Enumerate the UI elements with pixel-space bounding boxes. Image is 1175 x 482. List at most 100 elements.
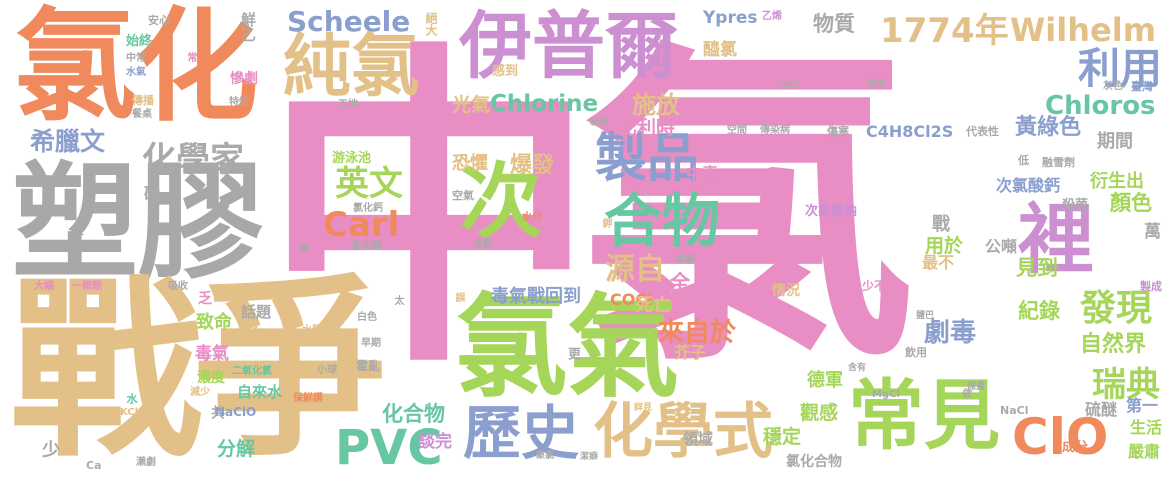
word-lingyu: 領域 bbox=[683, 430, 714, 448]
word-cacl: CaCl bbox=[776, 80, 799, 90]
word-yikeke: 一顆顆 bbox=[72, 281, 102, 292]
word-zhizaoshang: 製成 bbox=[1140, 280, 1162, 293]
word-carl: Carl bbox=[323, 205, 400, 245]
word-tanwan: 談完 bbox=[418, 432, 452, 452]
word-ciluosuanna: 次氯酸鈉 bbox=[805, 204, 858, 219]
word-ca: Ca bbox=[86, 459, 102, 472]
word-tai: 太 bbox=[392, 295, 403, 305]
word-scheele: Scheele bbox=[287, 5, 411, 38]
word-xilawen: 希臘文 bbox=[30, 127, 106, 156]
word-baoxianmo: 保鮮膜 bbox=[293, 393, 323, 404]
word-wuzhi: 物質 bbox=[813, 12, 855, 36]
word-changqi: 常 bbox=[185, 52, 196, 62]
word-anxin: 安心 bbox=[148, 14, 170, 27]
word-huaxuejia: 化學家 bbox=[142, 140, 244, 180]
word-tan: 碳 bbox=[141, 185, 160, 201]
word-huise: 灰色 bbox=[1103, 81, 1123, 92]
word-luhuana: 氯化鈉 bbox=[352, 241, 382, 252]
word-weiliang: 微量 bbox=[967, 382, 986, 392]
word-geng: 更 bbox=[565, 347, 580, 360]
word-huati: 話題 bbox=[241, 303, 272, 321]
word-jiesheng: 潔癖 bbox=[580, 452, 599, 462]
word-zhong: 中毒 bbox=[686, 164, 719, 183]
word-zang: 藏 bbox=[298, 243, 308, 252]
word-diyi: 第一 bbox=[1126, 396, 1159, 415]
word-shenghuo: 生活 bbox=[1130, 418, 1163, 437]
word-hezi: 盒子 bbox=[237, 325, 259, 338]
word-huaxueshi: 化學式 bbox=[593, 397, 773, 467]
word-nongdu: 濃度 bbox=[197, 370, 225, 386]
word-youyongchi: 游泳池 bbox=[332, 151, 372, 166]
word-liyong: 利用 bbox=[1078, 44, 1163, 93]
word-huahewu: 化合物 bbox=[382, 402, 445, 426]
word-heshi: 合物 bbox=[604, 187, 721, 255]
word-baise: 白色 bbox=[357, 312, 377, 323]
word-dejun: 德軍 bbox=[807, 370, 843, 391]
word-chlorine: Chlorine bbox=[490, 91, 599, 117]
word-luqi: 氯氣 bbox=[455, 283, 679, 413]
word-zuibu: 最不 bbox=[922, 253, 955, 272]
word-gong: 共 bbox=[209, 405, 225, 419]
word-shizhong: 始終 bbox=[126, 34, 153, 49]
word-erlu: 二氧化氯 bbox=[232, 366, 272, 377]
word-ruidian: 瑞典 bbox=[1092, 365, 1160, 405]
word-guangan: 觀感 bbox=[800, 402, 839, 424]
word-zuo: 做 bbox=[960, 388, 971, 398]
word-mimi: 秘密 bbox=[590, 118, 609, 128]
word-c4h8: C4H8Cl2S bbox=[866, 122, 954, 141]
word-bilishi: 比利時 bbox=[618, 117, 676, 139]
word-yingwen: 英文 bbox=[335, 164, 403, 204]
word-kcl: KCl bbox=[120, 407, 139, 418]
word-yi2: 乏 bbox=[198, 291, 212, 307]
word-chuanranbing: 傳染病 bbox=[760, 125, 790, 136]
word-shuifen: 水分 bbox=[522, 212, 542, 223]
word-shaobule: 少不了 bbox=[862, 279, 899, 293]
word-taiwan: 臺灣 bbox=[1131, 80, 1153, 93]
word-texing: 特性 bbox=[229, 97, 249, 108]
word-li: 裡 bbox=[1018, 195, 1094, 284]
word-shifang: 施放 bbox=[632, 91, 680, 119]
word-chunlu: 純氯 bbox=[283, 28, 420, 107]
word-hanyou: 含有 bbox=[848, 363, 867, 373]
word-jiandao: 見到 bbox=[1016, 256, 1058, 280]
word-zhongchang: 中常 bbox=[126, 53, 146, 64]
word-wan: 萬 bbox=[1144, 222, 1161, 242]
word-xiaoqiu: 小球 bbox=[317, 365, 337, 376]
word-yansheng: 衍生出 bbox=[1090, 171, 1144, 192]
word-baofa: 爆發 bbox=[510, 153, 555, 178]
word-laiziyu: 來自於 bbox=[658, 318, 737, 348]
word-huoluan: 霍亂 bbox=[356, 359, 381, 373]
word-qingkuang: 情況 bbox=[772, 283, 800, 299]
word-pvc: PVC bbox=[335, 420, 443, 476]
word-yanse: 顏色 bbox=[1110, 191, 1152, 215]
word-juan: 劇毒 bbox=[924, 318, 977, 348]
word-naclo: NaClO bbox=[215, 405, 257, 419]
word-shuiz: 水 bbox=[125, 393, 138, 404]
word-xishou: 吸收 bbox=[168, 281, 188, 292]
word-yansu: 嚴肅 bbox=[1128, 442, 1161, 461]
word-zaoqi: 早期 bbox=[361, 338, 381, 349]
word-changjian: 常見 bbox=[848, 371, 1000, 460]
word-jueda: 絕大 bbox=[424, 12, 438, 36]
word-luhuaai: 氯化鈣 bbox=[353, 203, 383, 214]
word-duqi: 毒氣 bbox=[195, 344, 229, 364]
word-yi3: 誤 bbox=[453, 292, 464, 302]
word-yunlu: 醯氯 bbox=[703, 40, 737, 60]
word-buzhan: 戰 bbox=[932, 214, 950, 235]
word-ci: 次 bbox=[460, 155, 543, 250]
word-kongqi: 空氣 bbox=[452, 189, 474, 202]
word-yanba: 鹽巴 bbox=[916, 311, 935, 321]
word-cilusuangai: 次氯酸鈣 bbox=[996, 176, 1061, 195]
word-gongdi: 工地 bbox=[338, 99, 358, 110]
word-yipuer: 伊普爾 bbox=[459, 4, 678, 89]
word-shenying: 身影 bbox=[473, 239, 493, 250]
word-clo: ClO bbox=[1012, 408, 1109, 466]
word-siwang: 死亡 bbox=[635, 295, 671, 316]
word-julu: 聚氯 bbox=[536, 451, 555, 461]
word-zhanzheng: 戰爭 bbox=[10, 260, 386, 482]
word-yuanzi: 源自 bbox=[605, 252, 665, 287]
word-ypres: Ypres bbox=[703, 8, 758, 28]
word-wending: 穩定 bbox=[763, 426, 802, 448]
word-dujizhan: 毒氣戰回到 bbox=[491, 286, 581, 307]
